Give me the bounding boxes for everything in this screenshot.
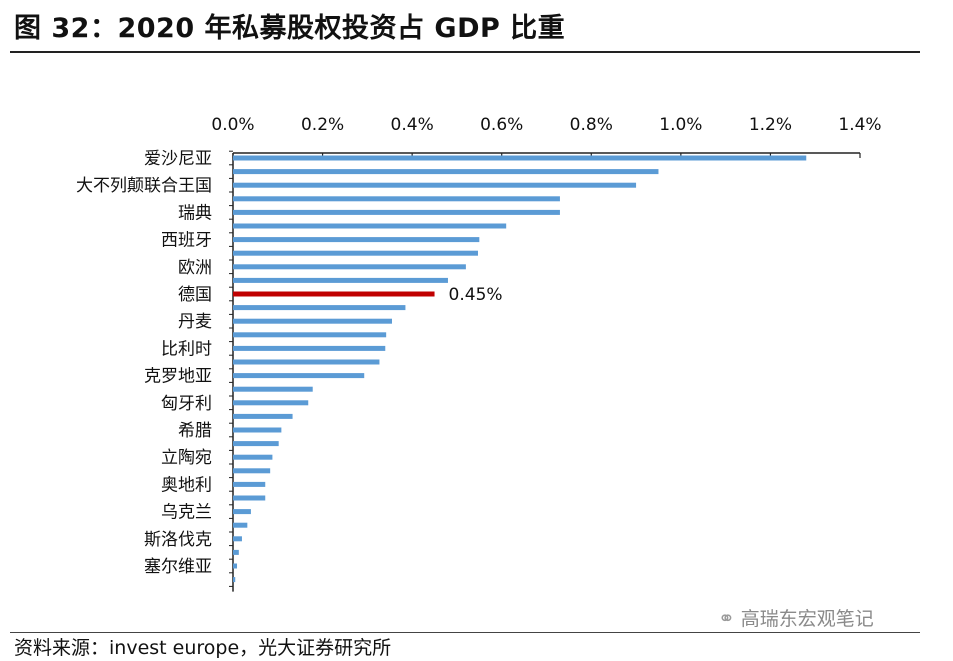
category-label: 比利时: [161, 339, 212, 359]
category-label: 立陶宛: [161, 448, 212, 468]
category-label: 匈牙利: [161, 394, 212, 414]
bar: [233, 577, 236, 583]
x-tick-label: 1.2%: [749, 115, 792, 135]
x-tick-label: 0.4%: [391, 115, 434, 135]
category-label: 欧洲: [178, 258, 212, 278]
bar: [233, 468, 271, 474]
x-tick-label: 0.2%: [301, 115, 344, 135]
category-label: 西班牙: [161, 231, 212, 251]
category-label: 奥地利: [161, 475, 212, 495]
bar: [233, 441, 279, 447]
bar: [233, 277, 448, 283]
category-label: 塞尔维亚: [144, 557, 212, 577]
bar: [233, 345, 386, 351]
category-label: 斯洛伐克: [144, 530, 212, 550]
bar: [233, 264, 466, 270]
bar: [233, 359, 380, 365]
x-tick-label: 1.4%: [838, 115, 881, 135]
bar: [233, 563, 238, 569]
x-tick-label: 1.0%: [659, 115, 702, 135]
bar: [233, 454, 273, 460]
bar: [233, 495, 266, 501]
bar: [233, 196, 560, 202]
data-label: 0.45%: [449, 285, 503, 305]
x-tick-label: 0.6%: [480, 115, 523, 135]
bar: [233, 209, 560, 215]
bar: [233, 549, 239, 555]
bar: [233, 155, 807, 161]
x-tick-label: 0.0%: [211, 115, 254, 135]
bar: [233, 250, 478, 256]
bar: [233, 386, 313, 392]
footer-divider: [10, 632, 920, 633]
x-tick-label: 0.8%: [570, 115, 613, 135]
category-label: 希腊: [178, 421, 212, 441]
category-label: 德国: [178, 285, 212, 305]
bar: [233, 169, 659, 175]
category-label: 丹麦: [178, 312, 212, 332]
bar: [233, 509, 251, 515]
category-label: 克罗地亚: [144, 367, 212, 387]
bar-highlight: [233, 291, 435, 297]
bar: [233, 237, 480, 243]
wechat-icon: ⚭: [718, 605, 735, 630]
bar: [233, 522, 248, 528]
watermark: ⚭ 高瑞东宏观笔记: [718, 604, 874, 631]
category-label: 瑞典: [178, 203, 212, 223]
bar: [233, 182, 637, 188]
bar: [233, 373, 365, 379]
bar: [233, 400, 309, 406]
bar: [233, 318, 392, 324]
bar: [233, 223, 507, 229]
category-label: 乌克兰: [161, 503, 212, 523]
bar: [233, 481, 266, 487]
bar: [233, 305, 406, 311]
bar: [233, 332, 387, 338]
watermark-text: 高瑞东宏观笔记: [740, 608, 874, 630]
chart-title: 图 32：2020 年私募股权投资占 GDP 比重: [14, 13, 566, 44]
bar: [233, 413, 293, 419]
category-label: 大不列颠联合王国: [76, 176, 212, 196]
bar: [233, 536, 242, 542]
source-note: 资料来源：invest europe，光大证券研究所: [14, 637, 392, 659]
category-label: 爱沙尼亚: [144, 149, 212, 169]
bar: [233, 427, 282, 433]
title-divider: [10, 51, 920, 53]
